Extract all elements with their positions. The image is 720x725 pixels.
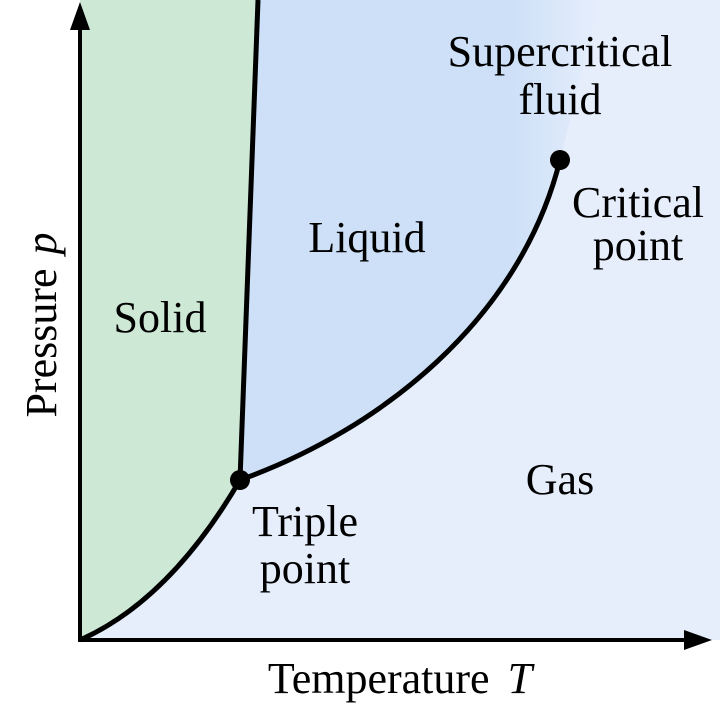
liquid-region [240, 0, 600, 480]
y-axis-label-text: Pressure [17, 268, 66, 417]
x-axis-label: Temperature T [268, 654, 536, 703]
melting-curve [237, 0, 261, 481]
y-axis-symbol: p [17, 232, 66, 257]
triple-point [230, 470, 250, 490]
phase-boundaries [78, 0, 563, 643]
critical-point [550, 150, 570, 170]
critical-point-label: point [593, 221, 683, 270]
x-axis-label-text: Temperature [268, 654, 490, 703]
x-arrow [684, 630, 712, 650]
liquid-label: Liquid [308, 213, 425, 262]
critical-point-label: Critical [572, 178, 704, 227]
sublimation-curve [78, 478, 243, 643]
supercritical-label: Supercritical [448, 27, 673, 76]
y-axis-label: Pressure p [17, 232, 66, 417]
triple-point-label: Triple [252, 497, 358, 546]
solid-region [80, 0, 258, 640]
x-axis-symbol: T [508, 654, 536, 703]
triple-point-label: point [260, 544, 350, 593]
y-arrow [70, 2, 90, 30]
gas-label: Gas [526, 455, 594, 504]
vaporization-curve [239, 159, 563, 483]
solid-label: Solid [114, 293, 207, 342]
supercritical-label: fluid [518, 75, 601, 124]
axes [78, 22, 694, 642]
